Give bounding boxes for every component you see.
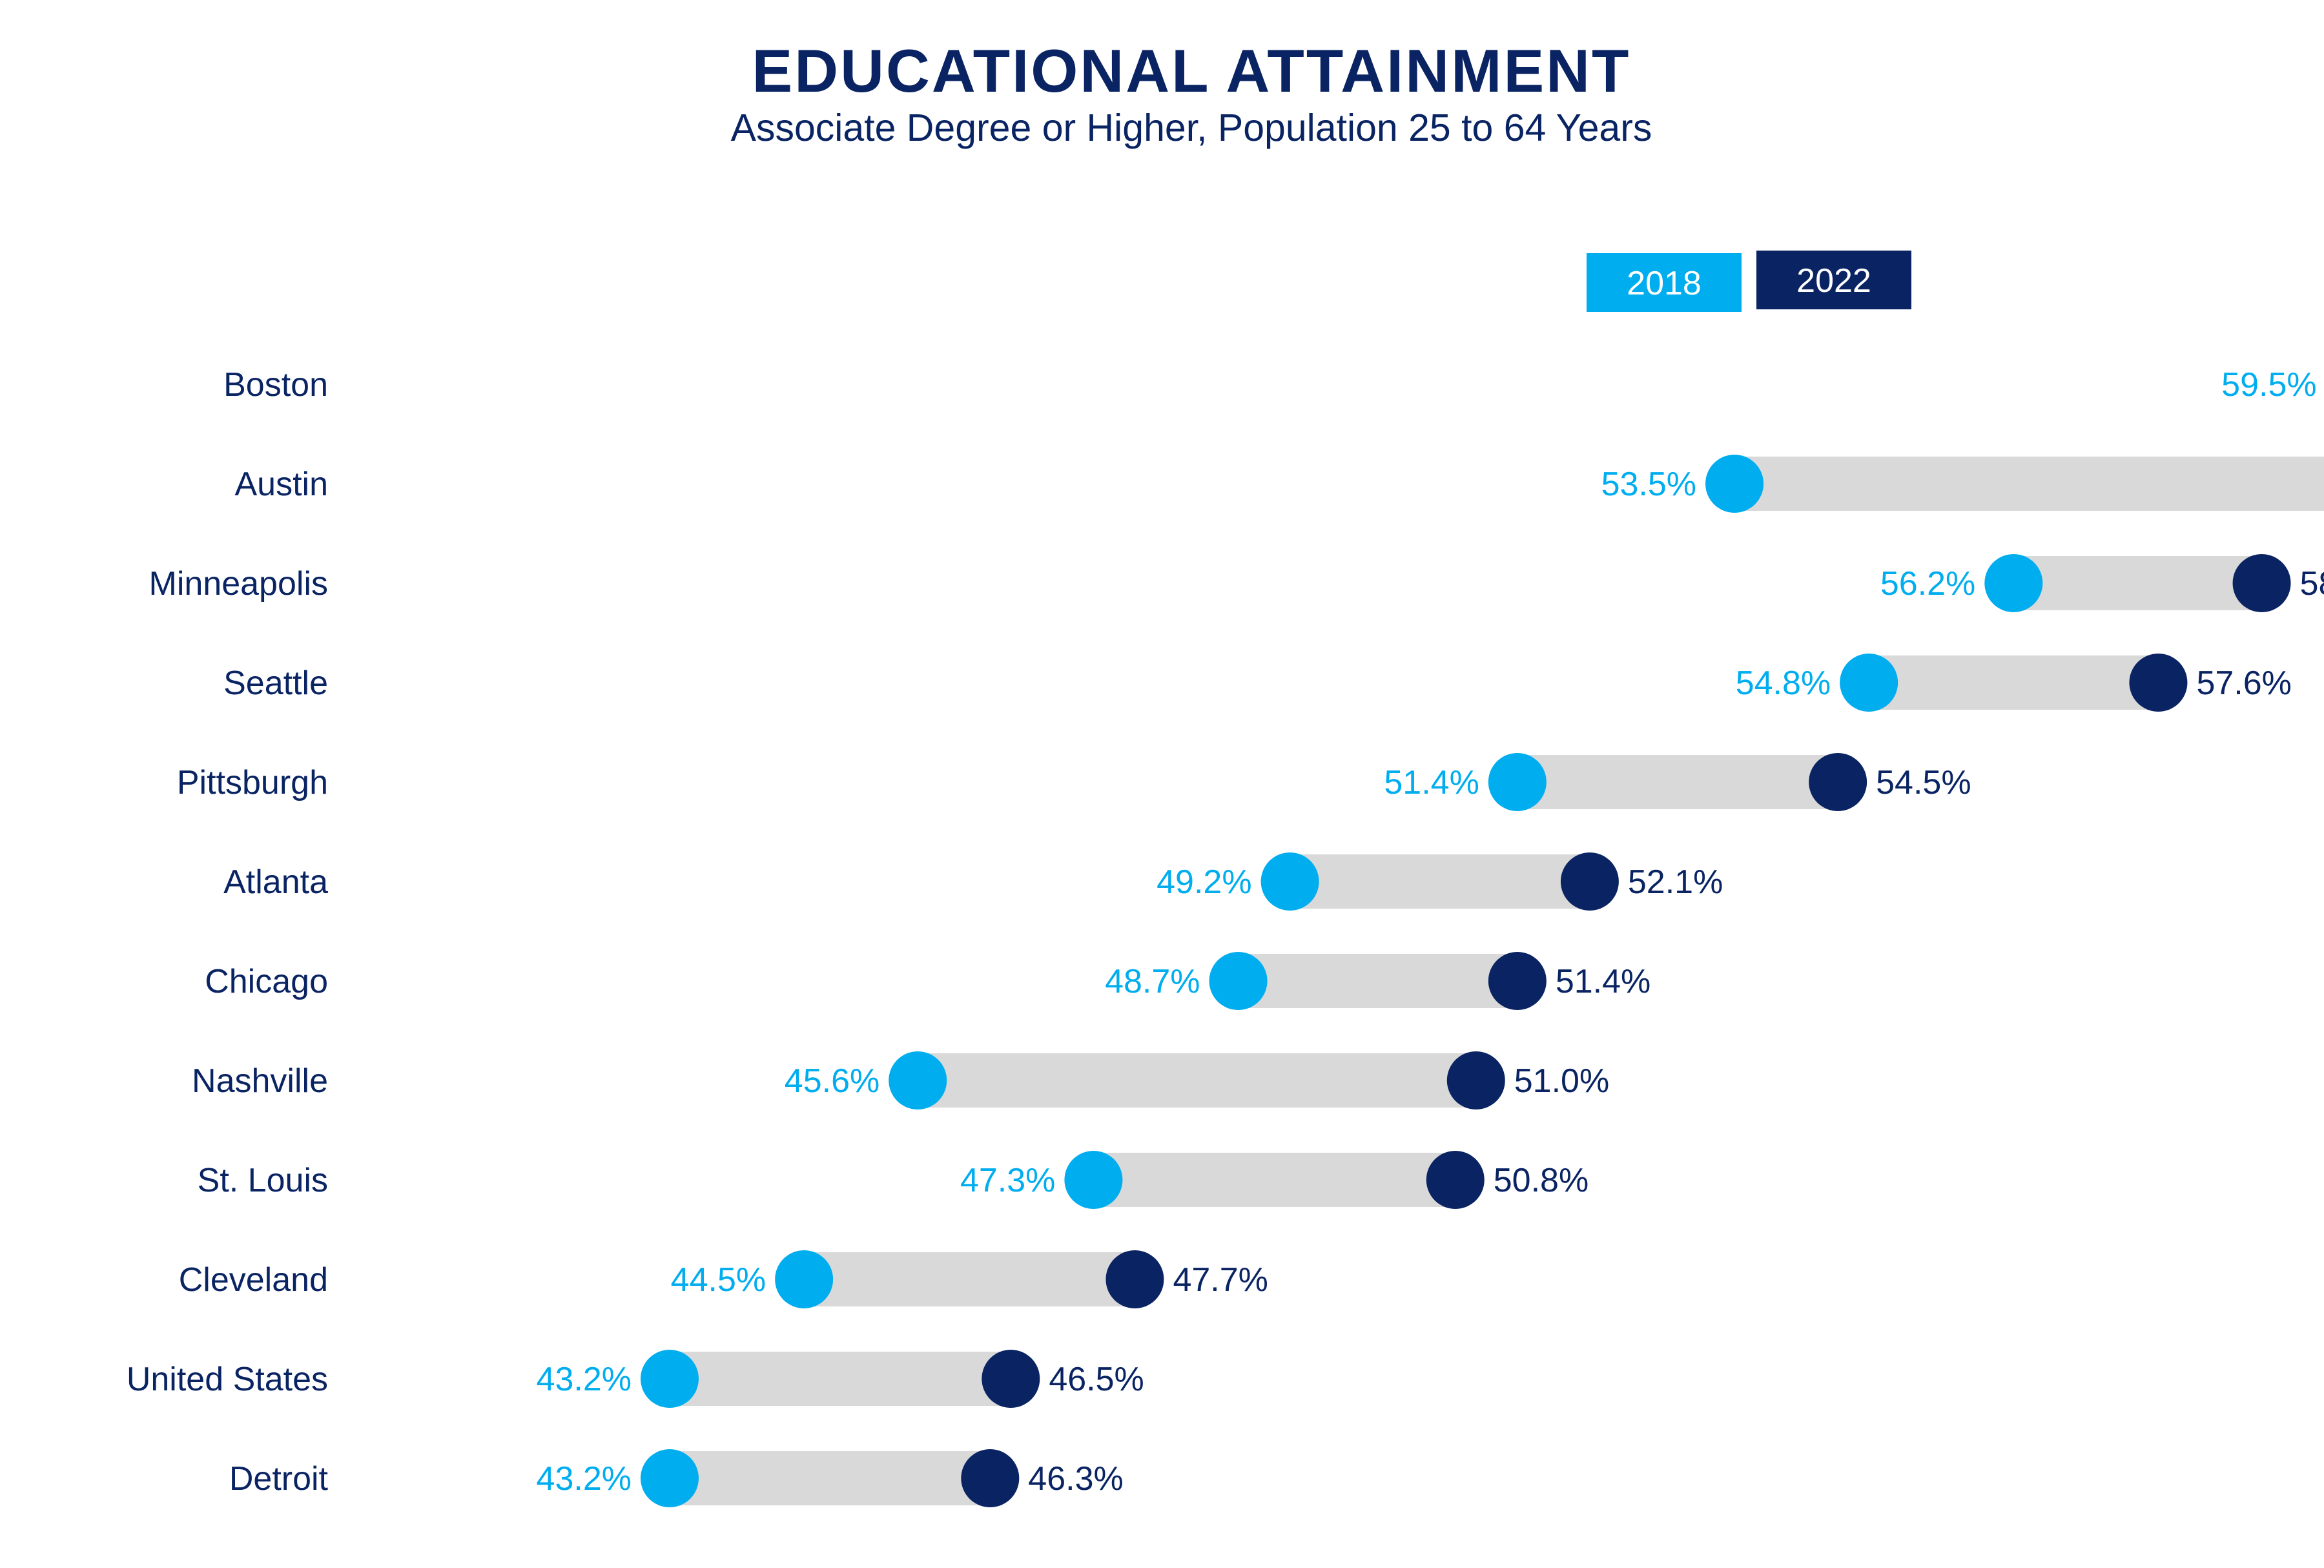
value-label-2022: 57.6% — [2196, 665, 2291, 702]
dot-2022 — [1446, 1051, 1505, 1109]
row-united-states: United States 43.2% 46.5% — [127, 1350, 1144, 1408]
dot-2022 — [1809, 753, 1867, 811]
row-atlanta: Atlanta 49.2% 52.1% — [223, 852, 1723, 911]
row-cleveland: Cleveland 44.5% 47.7% — [179, 1250, 1268, 1308]
value-label-2022: 46.5% — [1049, 1361, 1144, 1398]
chart-title: EDUCATIONAL ATTAINMENT — [752, 37, 1631, 105]
range-bar — [1734, 457, 2324, 511]
value-label-2022: 54.5% — [1876, 764, 1971, 801]
dot-2018 — [1840, 654, 1898, 712]
category-label: Austin — [234, 466, 328, 503]
category-label: Detroit — [229, 1460, 329, 1498]
value-label-2018: 49.2% — [1157, 863, 1251, 901]
value-label-2018: 59.5% — [2221, 366, 2316, 404]
dot-2018 — [641, 1350, 699, 1408]
category-label: Minneapolis — [149, 565, 329, 603]
range-bar — [1093, 1153, 1455, 1207]
category-label: Nashville — [192, 1062, 328, 1100]
dot-2018 — [641, 1449, 699, 1507]
category-label: St. Louis — [198, 1162, 328, 1199]
dot-2018 — [1488, 753, 1547, 811]
category-label: Atlanta — [223, 863, 328, 901]
value-label-2018: 51.4% — [1384, 764, 1479, 801]
value-label-2018: 54.8% — [1736, 665, 1831, 702]
range-bar — [2013, 556, 2262, 610]
legend: 2018 2022 — [1587, 251, 1911, 312]
value-label-2018: 44.5% — [671, 1261, 766, 1299]
range-bar — [670, 1451, 991, 1505]
value-label-2022: 50.8% — [1494, 1162, 1589, 1199]
range-bar — [670, 1352, 1011, 1406]
category-label: Boston — [223, 366, 328, 404]
value-label-2018: 56.2% — [1880, 565, 1975, 603]
value-label-2022: 51.0% — [1514, 1062, 1609, 1100]
dot-2022 — [982, 1350, 1040, 1408]
dot-2018 — [1064, 1151, 1123, 1209]
legend-label-2022: 2022 — [1796, 262, 1871, 300]
dot-2022 — [1426, 1151, 1485, 1209]
range-bar — [804, 1252, 1135, 1306]
value-label-2018: 53.5% — [1601, 466, 1696, 503]
range-bar — [1290, 854, 1590, 909]
value-label-2022: 47.7% — [1173, 1261, 1268, 1299]
row-st-louis: St. Louis 47.3% 50.8% — [198, 1151, 1589, 1209]
row-seattle: Seattle 54.8% 57.6% — [223, 654, 2292, 712]
row-detroit: Detroit 43.2% 46.3% — [229, 1449, 1124, 1507]
chart-rows: Boston59.5%61.7%Austin53.5%59.9%Minneapo… — [127, 366, 2324, 1507]
value-label-2022: 52.1% — [1628, 863, 1723, 901]
value-label-2018: 43.2% — [537, 1460, 632, 1498]
range-bar — [1869, 655, 2159, 710]
row-chicago: Chicago 48.7% 51.4% — [205, 952, 1650, 1010]
legend-label-2018: 2018 — [1627, 265, 1702, 302]
value-label-2022: 58.6% — [2300, 565, 2324, 603]
value-label-2018: 48.7% — [1105, 963, 1200, 1000]
value-label-2022: 51.4% — [1556, 963, 1650, 1000]
dot-2022 — [2232, 554, 2291, 612]
dot-2018 — [889, 1051, 947, 1109]
dot-2018 — [1705, 455, 1764, 513]
row-nashville: Nashville 45.6% 51.0% — [192, 1051, 1609, 1109]
category-label: Chicago — [205, 963, 328, 1000]
dot-2018 — [775, 1250, 834, 1308]
dot-2022 — [1488, 952, 1547, 1010]
legend-swatch-2018 — [1587, 253, 1742, 312]
category-label: Pittsburgh — [177, 764, 328, 801]
range-bar — [1517, 755, 1838, 809]
row-minneapolis: Minneapolis 56.2% 58.6% — [149, 554, 2324, 612]
range-bar — [1238, 954, 1517, 1008]
dot-2018 — [1984, 554, 2043, 612]
value-label-2022: 46.3% — [1028, 1460, 1123, 1498]
value-label-2018: 45.6% — [785, 1062, 879, 1100]
value-label-2018: 47.3% — [960, 1162, 1055, 1199]
range-bar — [918, 1053, 1476, 1108]
dot-2022 — [1560, 852, 1619, 911]
category-label: Seattle — [223, 665, 328, 702]
dot-2022 — [1105, 1250, 1164, 1308]
dot-2018 — [1209, 952, 1268, 1010]
dot-2022 — [2129, 654, 2188, 712]
category-label: United States — [127, 1361, 328, 1398]
chart-subtitle: Associate Degree or Higher, Population 2… — [731, 107, 1652, 149]
legend-swatch-2022 — [1756, 251, 1911, 309]
dot-2018 — [1260, 852, 1319, 911]
category-label: Cleveland — [179, 1261, 328, 1299]
value-label-2018: 43.2% — [537, 1361, 632, 1398]
dot-2022 — [961, 1449, 1020, 1507]
row-pittsburgh: Pittsburgh 51.4% 54.5% — [177, 753, 1971, 811]
